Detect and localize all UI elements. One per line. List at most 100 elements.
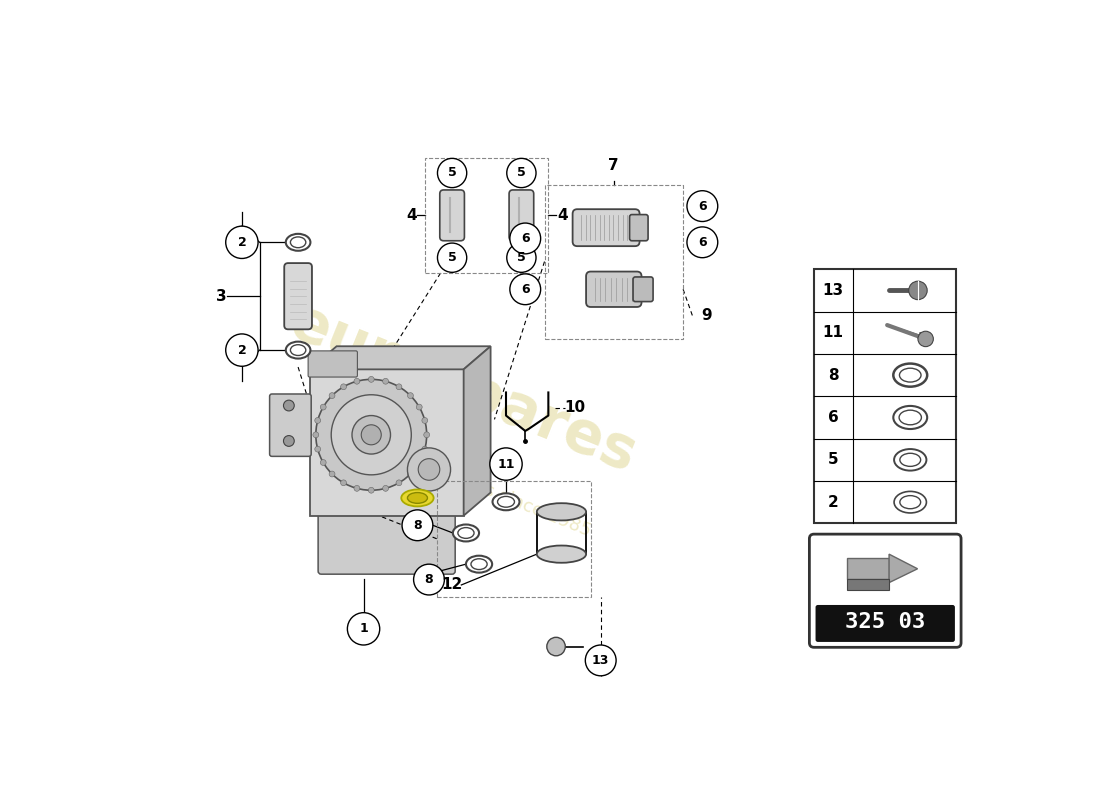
Polygon shape <box>464 346 491 516</box>
Ellipse shape <box>537 503 586 521</box>
Text: 3: 3 <box>216 289 227 304</box>
Circle shape <box>316 379 427 490</box>
Text: 6: 6 <box>698 236 706 249</box>
Text: 2: 2 <box>828 494 838 510</box>
Text: 5: 5 <box>517 166 526 179</box>
Text: 6: 6 <box>521 282 529 296</box>
Circle shape <box>320 459 327 466</box>
FancyBboxPatch shape <box>573 209 639 246</box>
Bar <box>814 270 956 523</box>
Text: 8: 8 <box>425 573 433 586</box>
Circle shape <box>368 487 374 493</box>
Circle shape <box>383 486 388 491</box>
FancyBboxPatch shape <box>440 190 464 241</box>
Text: 1: 1 <box>360 622 367 635</box>
Polygon shape <box>310 346 491 370</box>
Ellipse shape <box>893 406 927 429</box>
Text: 9: 9 <box>701 308 712 323</box>
FancyBboxPatch shape <box>586 271 641 307</box>
Ellipse shape <box>893 363 927 386</box>
Text: 8: 8 <box>414 518 421 532</box>
Circle shape <box>361 425 382 445</box>
Ellipse shape <box>900 368 921 382</box>
Ellipse shape <box>894 491 926 513</box>
Text: 5: 5 <box>828 452 838 467</box>
Circle shape <box>320 404 327 410</box>
Circle shape <box>510 223 541 254</box>
Circle shape <box>331 394 411 475</box>
Ellipse shape <box>894 449 926 470</box>
Text: 6: 6 <box>828 410 838 425</box>
Text: 12: 12 <box>441 578 463 593</box>
Circle shape <box>354 486 360 491</box>
Text: 5: 5 <box>448 251 456 264</box>
Circle shape <box>422 446 428 452</box>
Text: 10: 10 <box>564 400 586 415</box>
Circle shape <box>396 384 402 390</box>
Circle shape <box>354 378 360 384</box>
Text: 11: 11 <box>497 458 515 470</box>
Circle shape <box>490 448 522 480</box>
Text: 4: 4 <box>557 208 568 223</box>
Text: 2: 2 <box>238 236 246 249</box>
Polygon shape <box>847 578 889 590</box>
Circle shape <box>315 418 320 423</box>
Circle shape <box>368 377 374 382</box>
Circle shape <box>424 432 430 438</box>
Polygon shape <box>847 558 889 578</box>
Circle shape <box>383 378 388 384</box>
Circle shape <box>507 158 536 188</box>
FancyBboxPatch shape <box>815 605 955 642</box>
Circle shape <box>438 158 466 188</box>
Circle shape <box>909 281 927 300</box>
Circle shape <box>348 613 380 645</box>
Ellipse shape <box>453 525 480 542</box>
Circle shape <box>226 334 258 366</box>
Circle shape <box>329 393 336 398</box>
Circle shape <box>284 400 295 411</box>
FancyBboxPatch shape <box>284 263 312 330</box>
Ellipse shape <box>900 454 921 466</box>
Circle shape <box>341 384 346 390</box>
Polygon shape <box>310 370 464 516</box>
Circle shape <box>686 227 717 258</box>
Ellipse shape <box>290 345 306 355</box>
Circle shape <box>686 190 717 222</box>
Circle shape <box>329 471 336 477</box>
Text: eurospares: eurospares <box>282 293 646 484</box>
Circle shape <box>510 274 541 305</box>
Text: 6: 6 <box>698 200 706 213</box>
Text: 6: 6 <box>521 232 529 245</box>
Text: 7: 7 <box>608 158 619 173</box>
Text: a passion for parts since 1985: a passion for parts since 1985 <box>334 422 593 541</box>
Circle shape <box>284 435 295 446</box>
Circle shape <box>226 226 258 258</box>
Ellipse shape <box>290 237 306 248</box>
Circle shape <box>418 458 440 480</box>
Circle shape <box>438 243 466 272</box>
Ellipse shape <box>407 493 428 503</box>
Circle shape <box>507 243 536 272</box>
Ellipse shape <box>497 496 515 507</box>
Circle shape <box>422 418 428 423</box>
Text: 13: 13 <box>592 654 609 667</box>
FancyBboxPatch shape <box>318 513 455 574</box>
Text: 4: 4 <box>406 208 417 223</box>
Ellipse shape <box>537 546 586 562</box>
Ellipse shape <box>286 342 310 358</box>
Text: 5: 5 <box>517 251 526 264</box>
Text: 325 03: 325 03 <box>845 612 925 632</box>
Ellipse shape <box>286 234 310 250</box>
Text: 11: 11 <box>823 326 844 340</box>
Ellipse shape <box>458 527 474 538</box>
Circle shape <box>315 446 320 452</box>
FancyBboxPatch shape <box>810 534 961 647</box>
Circle shape <box>414 564 444 595</box>
Circle shape <box>416 404 422 410</box>
Ellipse shape <box>466 556 492 573</box>
Ellipse shape <box>402 490 433 506</box>
FancyBboxPatch shape <box>270 394 311 456</box>
Circle shape <box>585 645 616 676</box>
Circle shape <box>416 459 422 466</box>
Circle shape <box>396 480 402 486</box>
